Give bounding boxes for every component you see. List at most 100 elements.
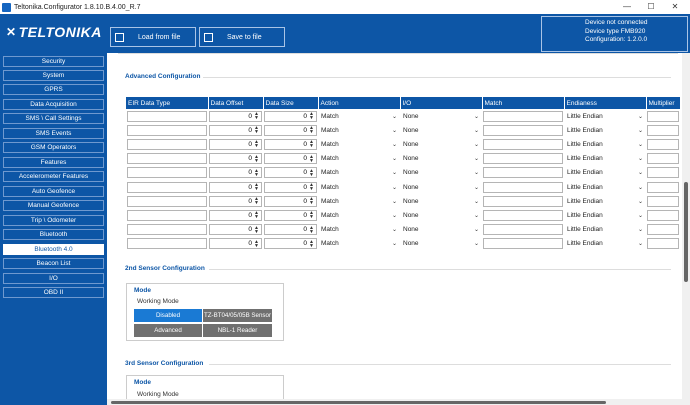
action-select[interactable]: Match ⌄: [319, 238, 399, 249]
eir-data-type-input[interactable]: [127, 167, 207, 179]
mode-disabled-button[interactable]: Disabled: [134, 309, 202, 322]
endianess-select[interactable]: Little Endian ⌄: [565, 210, 645, 221]
match-input[interactable]: [483, 110, 563, 122]
load-from-file-button[interactable]: Load from file: [110, 27, 196, 47]
multiplier-input[interactable]: [647, 167, 679, 179]
action-select[interactable]: Match ⌄: [319, 210, 399, 221]
match-input[interactable]: [483, 153, 563, 165]
spinner-icon[interactable]: ▲ ▼: [309, 238, 314, 249]
io-select[interactable]: None ⌄: [401, 139, 481, 150]
sidebar-item-gsm-operators[interactable]: GSM Operators: [3, 142, 104, 153]
match-input[interactable]: [483, 124, 563, 136]
io-select[interactable]: None ⌄: [401, 182, 481, 193]
sidebar-item-obd-ii[interactable]: OBD II: [3, 287, 104, 298]
multiplier-input[interactable]: [647, 138, 679, 150]
sidebar-item-bluetooth-4[interactable]: Bluetooth 4.0: [3, 244, 104, 255]
sidebar-item-system[interactable]: System: [3, 70, 104, 81]
data-size-stepper[interactable]: 0 ▲ ▼: [264, 238, 317, 250]
data-offset-stepper[interactable]: 0 ▲ ▼: [209, 238, 262, 250]
io-select[interactable]: None ⌄: [401, 196, 481, 207]
io-select[interactable]: None ⌄: [401, 153, 481, 164]
io-select[interactable]: None ⌄: [401, 238, 481, 249]
sidebar-item-io[interactable]: I/O: [3, 273, 104, 284]
eir-data-type-input[interactable]: [127, 138, 207, 150]
spinner-icon[interactable]: ▲ ▼: [309, 153, 314, 164]
endianess-select[interactable]: Little Endian ⌄: [565, 167, 645, 178]
sidebar-item-trip-odometer[interactable]: Trip \ Odometer: [3, 215, 104, 226]
sidebar-item-accelerometer-features[interactable]: Accelerometer Features: [3, 171, 104, 182]
io-select[interactable]: None ⌄: [401, 210, 481, 221]
multiplier-input[interactable]: [647, 110, 679, 122]
action-select[interactable]: Match ⌄: [319, 125, 399, 136]
eir-data-type-input[interactable]: [127, 238, 207, 250]
spinner-icon[interactable]: ▲ ▼: [309, 182, 314, 193]
data-size-stepper[interactable]: 0 ▲ ▼: [264, 153, 317, 165]
maximize-icon[interactable]: ☐: [647, 2, 655, 11]
action-select[interactable]: Match ⌄: [319, 167, 399, 178]
spinner-icon[interactable]: ▲ ▼: [254, 182, 259, 193]
vertical-scrollbar-thumb[interactable]: [684, 182, 688, 282]
data-offset-stepper[interactable]: 0 ▲ ▼: [209, 195, 262, 207]
data-size-stepper[interactable]: 0 ▲ ▼: [264, 124, 317, 136]
data-size-stepper[interactable]: 0 ▲ ▼: [264, 224, 317, 236]
eir-data-type-input[interactable]: [127, 153, 207, 165]
endianess-select[interactable]: Little Endian ⌄: [565, 238, 645, 249]
save-to-file-button[interactable]: Save to file: [199, 27, 285, 47]
data-size-stepper[interactable]: 0 ▲ ▼: [264, 195, 317, 207]
endianess-select[interactable]: Little Endian ⌄: [565, 153, 645, 164]
endianess-select[interactable]: Little Endian ⌄: [565, 125, 645, 136]
io-select[interactable]: None ⌄: [401, 111, 481, 122]
multiplier-input[interactable]: [647, 181, 679, 193]
mode-tz-bt-sensor-button[interactable]: TZ-BT04/05/05B Sensor: [203, 309, 272, 322]
io-select[interactable]: None ⌄: [401, 224, 481, 235]
match-input[interactable]: [483, 209, 563, 221]
eir-data-type-input[interactable]: [127, 110, 207, 122]
data-offset-stepper[interactable]: 0 ▲ ▼: [209, 209, 262, 221]
spinner-icon[interactable]: ▲ ▼: [309, 210, 314, 221]
match-input[interactable]: [483, 167, 563, 179]
action-select[interactable]: Match ⌄: [319, 111, 399, 122]
eir-data-type-input[interactable]: [127, 209, 207, 221]
spinner-icon[interactable]: ▲ ▼: [309, 224, 314, 235]
data-size-stepper[interactable]: 0 ▲ ▼: [264, 181, 317, 193]
sidebar-item-sms-events[interactable]: SMS Events: [3, 128, 104, 139]
horizontal-scrollbar-thumb[interactable]: [111, 401, 606, 404]
endianess-select[interactable]: Little Endian ⌄: [565, 111, 645, 122]
spinner-icon[interactable]: ▲ ▼: [254, 125, 259, 136]
match-input[interactable]: [483, 238, 563, 250]
match-input[interactable]: [483, 181, 563, 193]
spinner-icon[interactable]: ▲ ▼: [254, 111, 259, 122]
multiplier-input[interactable]: [647, 224, 679, 236]
eir-data-type-input[interactable]: [127, 195, 207, 207]
spinner-icon[interactable]: ▲ ▼: [309, 139, 314, 150]
multiplier-input[interactable]: [647, 209, 679, 221]
minimize-icon[interactable]: —: [623, 2, 631, 11]
eir-data-type-input[interactable]: [127, 124, 207, 136]
horizontal-scrollbar[interactable]: [107, 399, 682, 405]
data-offset-stepper[interactable]: 0 ▲ ▼: [209, 181, 262, 193]
data-offset-stepper[interactable]: 0 ▲ ▼: [209, 167, 262, 179]
sidebar-item-sms-call-settings[interactable]: SMS \ Call Settings: [3, 113, 104, 124]
endianess-select[interactable]: Little Endian ⌄: [565, 224, 645, 235]
mode-advanced-button[interactable]: Advanced: [134, 324, 202, 337]
eir-data-type-input[interactable]: [127, 181, 207, 193]
action-select[interactable]: Match ⌄: [319, 224, 399, 235]
spinner-icon[interactable]: ▲ ▼: [254, 167, 259, 178]
sidebar-item-security[interactable]: Security: [3, 56, 104, 67]
match-input[interactable]: [483, 195, 563, 207]
data-size-stepper[interactable]: 0 ▲ ▼: [264, 138, 317, 150]
action-select[interactable]: Match ⌄: [319, 153, 399, 164]
spinner-icon[interactable]: ▲ ▼: [254, 210, 259, 221]
data-offset-stepper[interactable]: 0 ▲ ▼: [209, 138, 262, 150]
endianess-select[interactable]: Little Endian ⌄: [565, 139, 645, 150]
spinner-icon[interactable]: ▲ ▼: [254, 238, 259, 249]
data-offset-stepper[interactable]: 0 ▲ ▼: [209, 224, 262, 236]
match-input[interactable]: [483, 224, 563, 236]
endianess-select[interactable]: Little Endian ⌄: [565, 196, 645, 207]
close-icon[interactable]: ✕: [671, 2, 679, 11]
spinner-icon[interactable]: ▲ ▼: [254, 224, 259, 235]
data-offset-stepper[interactable]: 0 ▲ ▼: [209, 124, 262, 136]
action-select[interactable]: Match ⌄: [319, 139, 399, 150]
match-input[interactable]: [483, 138, 563, 150]
eir-data-type-input[interactable]: [127, 224, 207, 236]
